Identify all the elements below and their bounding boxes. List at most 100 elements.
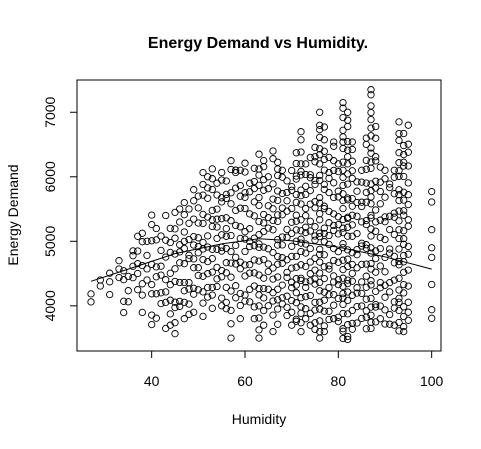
data-point (264, 202, 272, 210)
data-point (227, 200, 235, 208)
data-point (222, 298, 230, 307)
data-point (241, 189, 249, 197)
data-point (250, 315, 258, 323)
data-point (367, 158, 375, 166)
data-point (148, 280, 156, 289)
data-point (339, 126, 347, 134)
data-point (260, 294, 268, 302)
data-point (348, 157, 356, 165)
data-point (283, 197, 291, 205)
data-point (372, 122, 380, 131)
data-point (297, 171, 305, 179)
data-point (274, 260, 282, 268)
data-point (157, 289, 165, 297)
data-point (120, 297, 128, 305)
data-point (362, 283, 370, 291)
data-point (283, 303, 291, 311)
data-point (283, 311, 291, 320)
data-point (255, 230, 263, 239)
data-point (330, 272, 338, 280)
data-point (376, 244, 384, 253)
data-point (157, 262, 165, 270)
data-point (344, 122, 352, 131)
data-point (250, 212, 258, 220)
data-point (358, 314, 366, 323)
data-point (316, 210, 324, 218)
data-point (400, 235, 408, 243)
data-point (325, 262, 333, 270)
data-point (339, 294, 347, 302)
data-point (171, 298, 179, 306)
data-point (358, 260, 366, 269)
data-point (255, 243, 263, 252)
data-point (376, 233, 384, 242)
data-point (316, 151, 324, 159)
data-point (386, 245, 394, 253)
data-point (288, 182, 296, 191)
data-point (381, 268, 389, 276)
data-point (213, 215, 221, 223)
data-point (269, 216, 277, 225)
data-point (395, 172, 403, 180)
data-point (152, 236, 160, 244)
data-point (288, 252, 296, 261)
data-point (306, 217, 314, 225)
data-point (302, 223, 310, 231)
data-point (353, 212, 361, 220)
data-point (334, 167, 342, 176)
data-point (334, 213, 342, 221)
data-point (162, 211, 170, 220)
data-point (269, 327, 277, 336)
data-point (372, 303, 380, 311)
data-point (395, 318, 403, 327)
data-point (171, 250, 179, 258)
data-point (96, 276, 104, 284)
data-point (283, 207, 291, 215)
data-point (372, 134, 380, 142)
data-point (311, 319, 319, 327)
data-point (255, 181, 263, 189)
data-point (218, 231, 226, 239)
data-point (302, 283, 310, 292)
data-point (204, 283, 212, 292)
data-point (404, 200, 412, 209)
data-point (395, 327, 403, 335)
data-point (395, 167, 403, 175)
data-point (320, 274, 328, 283)
data-point (260, 321, 268, 329)
data-point (367, 108, 375, 117)
data-point (120, 308, 128, 317)
data-point (222, 194, 230, 203)
data-point (274, 320, 282, 328)
data-point (320, 307, 328, 315)
data-point (288, 264, 296, 272)
data-point (180, 211, 188, 219)
data-point (400, 322, 408, 331)
data-point (218, 294, 226, 302)
data-point (372, 300, 380, 309)
data-point (395, 217, 403, 225)
data-point (227, 259, 235, 267)
data-point (395, 191, 403, 199)
data-point (344, 180, 352, 188)
data-point (283, 225, 291, 234)
data-point (367, 311, 375, 319)
data-point (386, 278, 394, 287)
data-point (232, 168, 240, 177)
data-point (157, 232, 165, 240)
data-point (176, 278, 184, 287)
data-point (222, 269, 230, 277)
data-point (334, 280, 342, 289)
data-point (348, 325, 356, 333)
data-point (344, 137, 352, 146)
data-point (260, 219, 268, 227)
x-tick-label: 60 (237, 373, 253, 389)
data-point (358, 289, 366, 298)
data-point (148, 290, 156, 298)
data-point (302, 262, 310, 271)
data-point (390, 190, 398, 198)
data-point (297, 294, 305, 302)
data-point (367, 132, 375, 140)
data-point (339, 215, 347, 224)
